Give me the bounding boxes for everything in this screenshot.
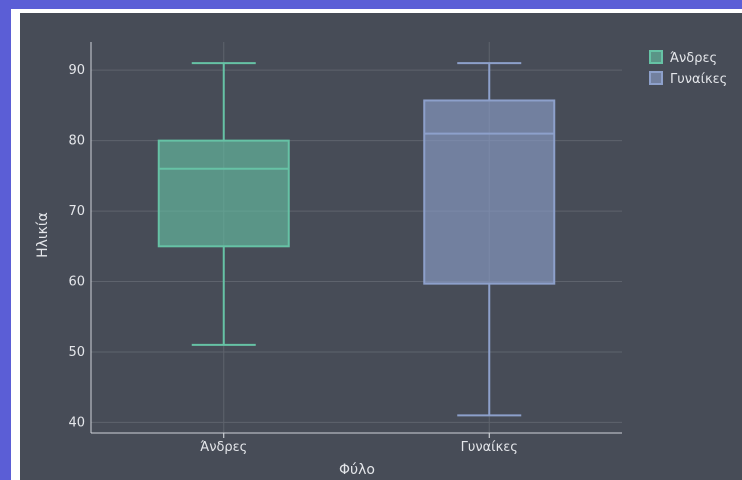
x-axis-title: Φύλο (339, 462, 375, 478)
y-axis-title: Ηλικία (35, 212, 51, 258)
legend-swatch (649, 71, 663, 85)
y-tick-label: 90 (68, 63, 85, 78)
box-iqr (157, 139, 290, 248)
chart-panel (20, 13, 742, 480)
x-tick-label: Άνδρες (200, 440, 247, 455)
y-tick-label: 50 (68, 345, 85, 360)
y-tick-label: 40 (68, 415, 85, 430)
y-tick-label: 80 (68, 134, 85, 149)
legend-swatch (649, 50, 663, 64)
x-tick-label: Γυναίκες (461, 440, 518, 455)
y-tick-label: 70 (68, 204, 85, 219)
y-tick-label: 60 (68, 275, 85, 290)
legend-label: Γυναίκες (670, 72, 727, 87)
box-iqr (423, 99, 556, 285)
legend-label: Άνδρες (670, 51, 717, 66)
